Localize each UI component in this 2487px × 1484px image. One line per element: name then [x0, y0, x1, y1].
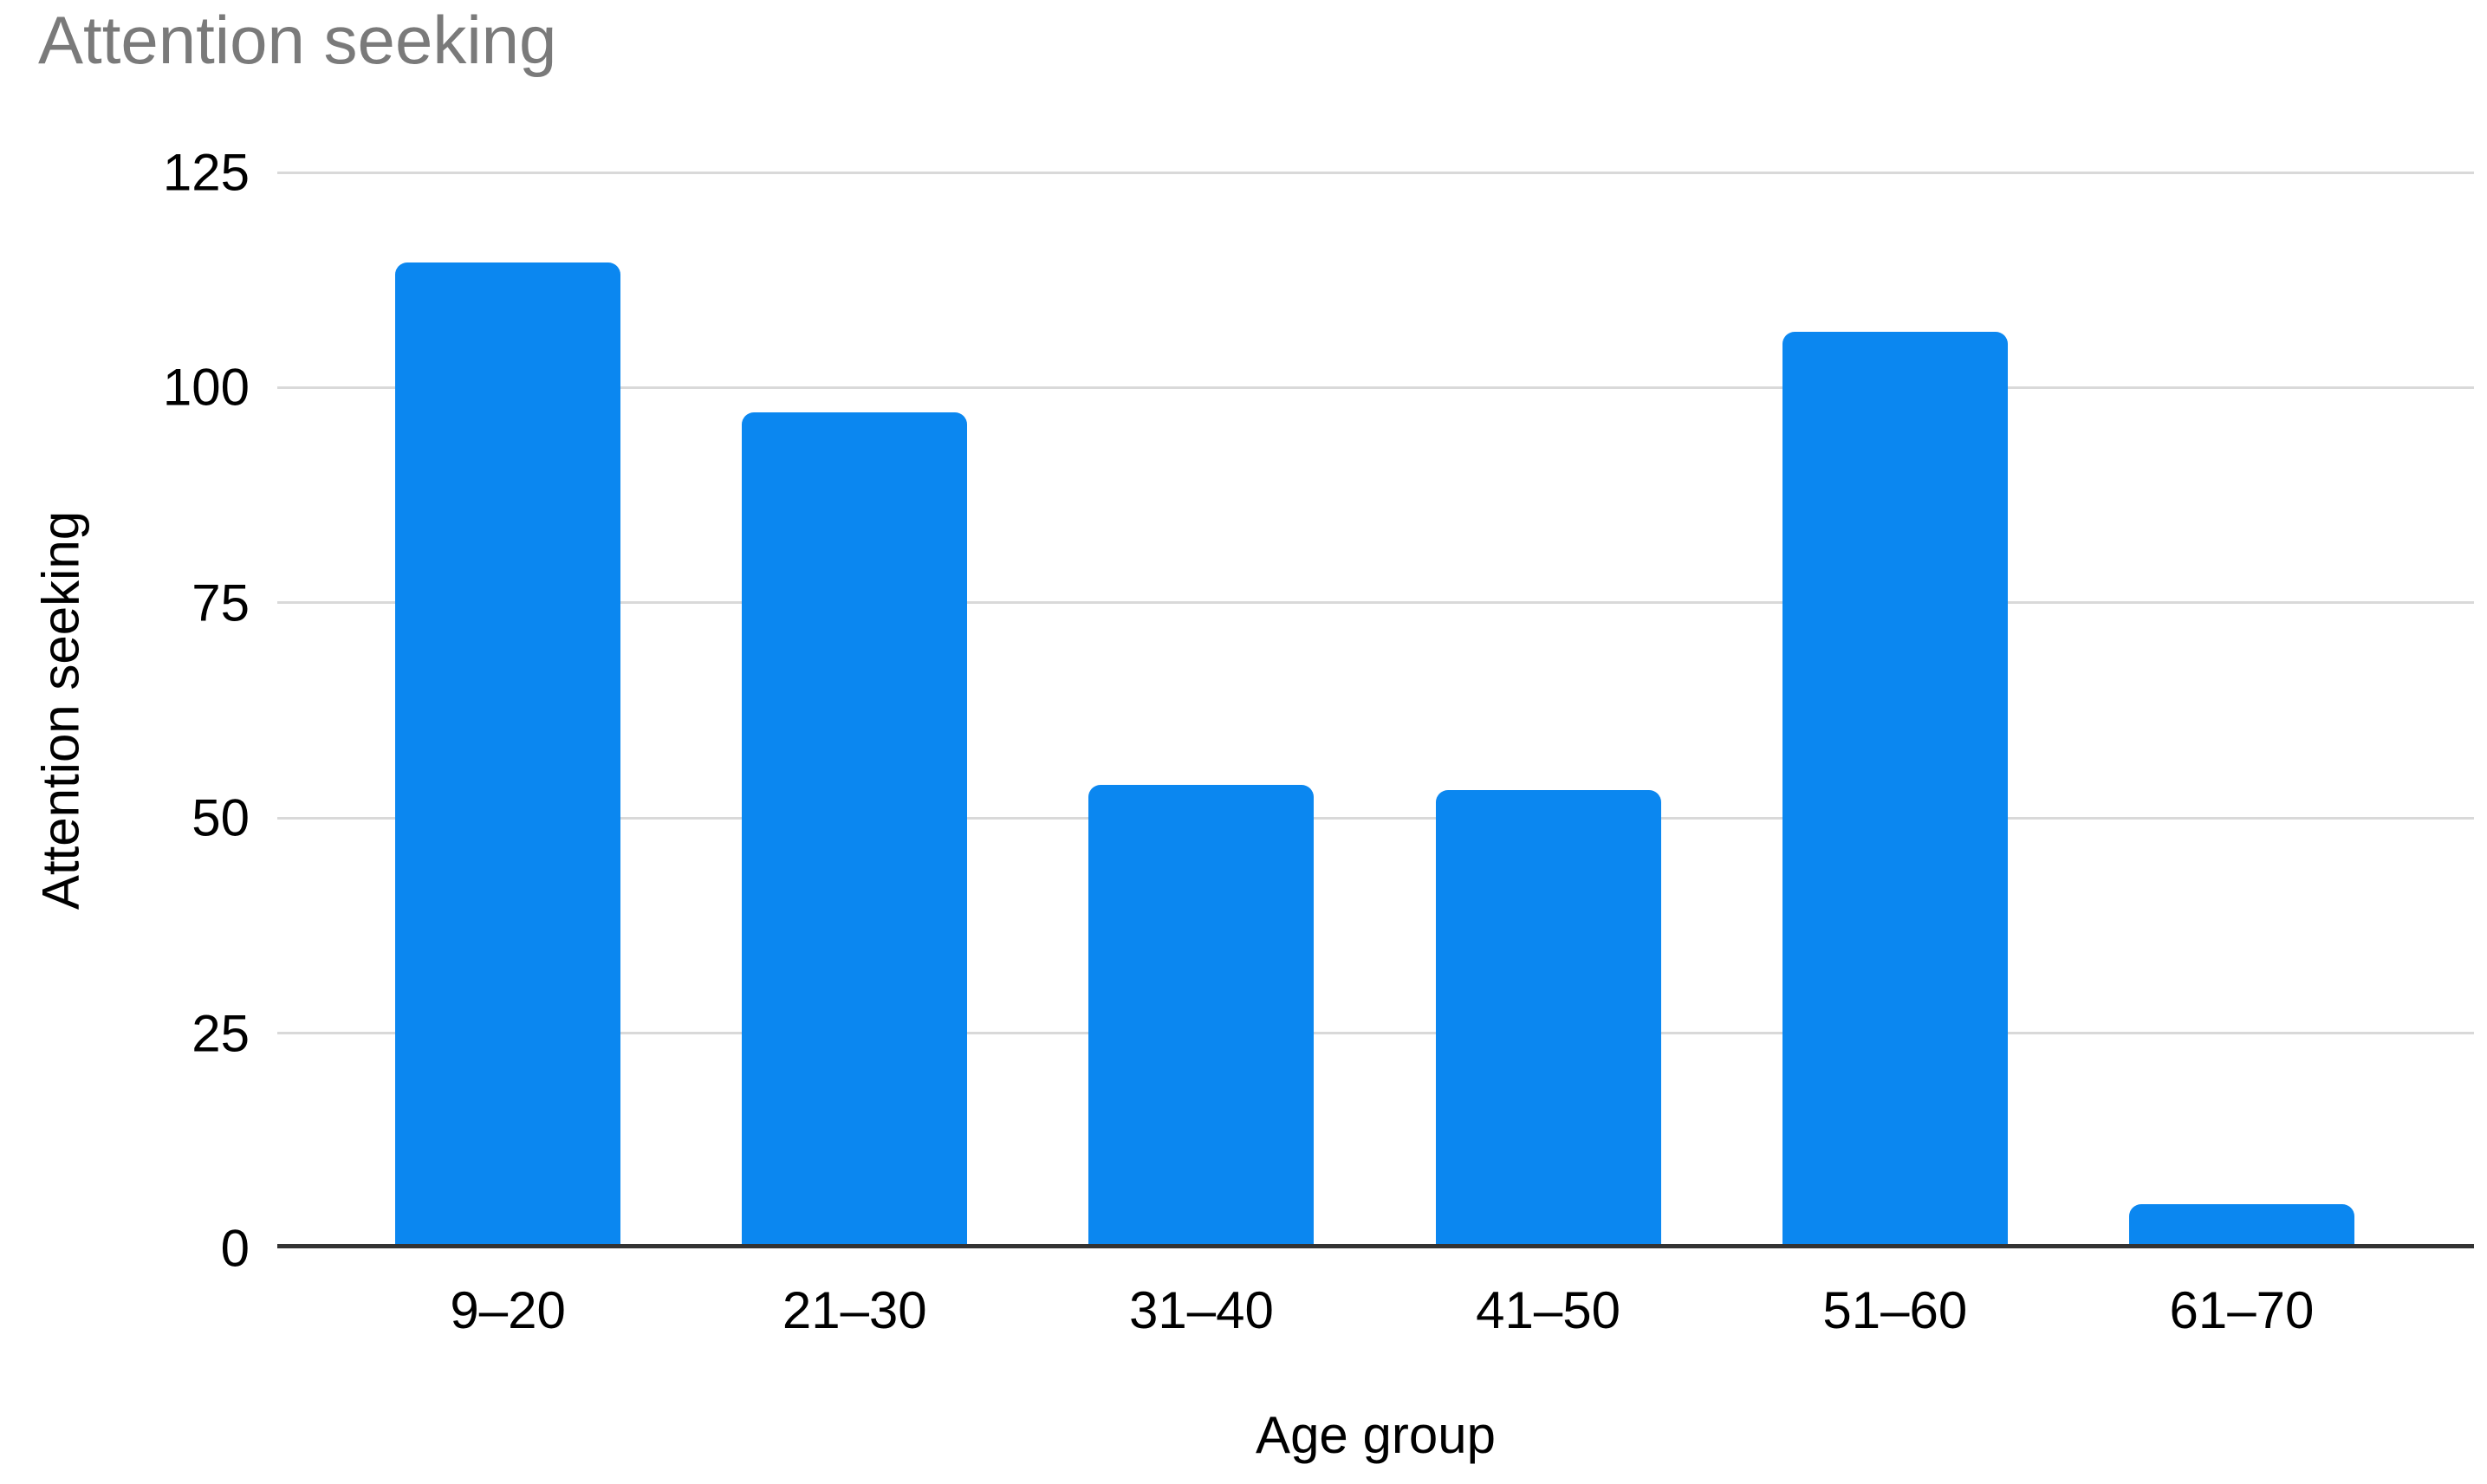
- gridline: [277, 1032, 2474, 1035]
- gridline: [277, 386, 2474, 389]
- bar-category: [1375, 172, 1722, 1244]
- bar-category: [2068, 172, 2415, 1244]
- y-tick-label: 125: [162, 143, 250, 202]
- bar-category: [1722, 172, 2068, 1244]
- y-axis-title: Attention seeking: [31, 510, 90, 910]
- bar-61–70: [2128, 1203, 2354, 1244]
- bar-31–40: [1088, 784, 1315, 1244]
- bar-category: [1028, 172, 1374, 1244]
- y-tick-label: 0: [220, 1219, 250, 1278]
- x-tick-label: 9–20: [450, 1281, 566, 1339]
- x-axis-title: Age group: [1256, 1406, 1496, 1464]
- bar-9–20: [395, 262, 621, 1244]
- x-axis-tick-labels: 9–20 21–30 31–40 41–50 51–60 61–70: [334, 1280, 2415, 1340]
- x-tick-label: 21–30: [782, 1281, 927, 1339]
- gridline: [277, 171, 2474, 174]
- bar-51–60: [1782, 332, 2008, 1244]
- chart-title: Attention seeking: [38, 2, 557, 78]
- y-tick-label: 50: [192, 788, 250, 847]
- plot-area: [277, 171, 2474, 1248]
- bar-series: [334, 172, 2415, 1244]
- gridline: [277, 601, 2474, 605]
- x-tick-label: 41–50: [1476, 1281, 1621, 1339]
- y-tick-label: 75: [192, 574, 250, 632]
- bar-41–50: [1435, 789, 1661, 1244]
- gridline: [277, 816, 2474, 820]
- bar-21–30: [742, 412, 968, 1244]
- y-tick-label: 100: [162, 358, 250, 417]
- y-tick-label: 25: [192, 1004, 250, 1063]
- x-tick-label: 51–60: [1822, 1281, 1968, 1339]
- bar-category: [681, 172, 1028, 1244]
- x-tick-label: 61–70: [2169, 1281, 2315, 1339]
- x-tick-label: 31–40: [1129, 1281, 1274, 1339]
- bar-category: [334, 172, 681, 1244]
